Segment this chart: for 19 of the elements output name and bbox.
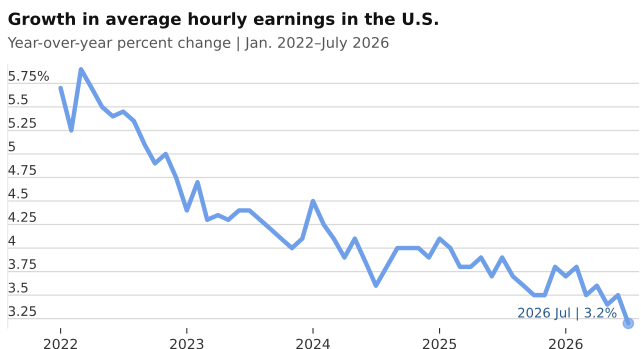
x-tick-label: 2026 <box>549 338 583 349</box>
y-tick-label: 3.25 <box>8 306 36 316</box>
y-tick-label: 4.25 <box>8 212 36 222</box>
x-tick-label: 2022 <box>44 338 77 349</box>
y-tick-label: 3.5 <box>8 282 28 293</box>
x-tick-label: 2025 <box>422 338 456 349</box>
y-tick-label: 4.5 <box>8 188 28 198</box>
y-tick-label: 4.75 <box>8 165 36 175</box>
y-tick-label: 5 <box>8 142 15 152</box>
y-tick-label: 5.75% <box>8 70 49 81</box>
y-tick-label: 4 <box>8 236 16 246</box>
y-tick-label: 3.75 <box>8 259 36 270</box>
chart-title: Growth in average hourly earnings in the U.S. <box>8 12 438 28</box>
x-tick-label: 2023 <box>170 338 204 349</box>
y-tick-label: 5.25 <box>8 118 36 128</box>
chart-subtitle: Year-over-year percent change | Jan. 2022–July 2026 <box>8 36 388 52</box>
annotation: 2026 Jul | 3.2% <box>518 307 617 321</box>
x-tick-label: 2024 <box>296 338 330 349</box>
y-tick-label: 5.5 <box>8 94 28 104</box>
